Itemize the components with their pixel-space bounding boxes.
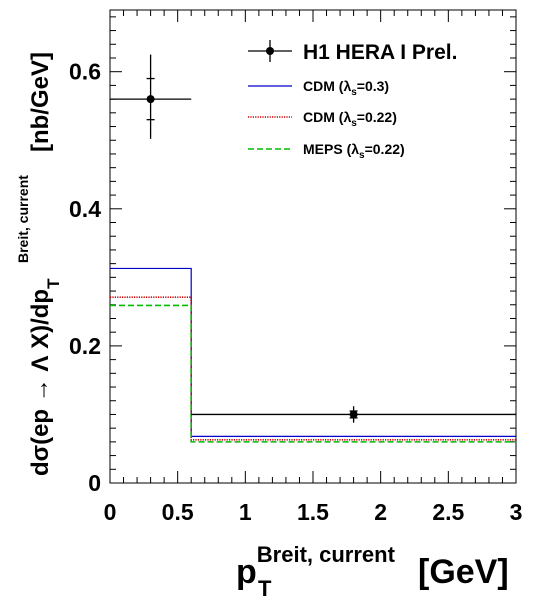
y-axis-title-superscript: Breit, current	[15, 175, 31, 263]
legend-data-marker	[266, 47, 274, 55]
y-tick-label: 0	[88, 470, 101, 496]
legend-label-lambda: λ	[343, 78, 351, 94]
data-marker	[146, 95, 155, 104]
legend-series-label: MEPS (λs=0.22)	[303, 141, 405, 161]
legend-label-prefix: MEPS (	[303, 141, 352, 157]
x-axis-title-unit: [GeV]	[418, 553, 509, 591]
y-axis-title-subscript: T	[44, 278, 63, 289]
y-axis-title-unit: [nb/GeV]	[27, 52, 54, 152]
legend-label-subscript: s	[359, 150, 365, 161]
x-axis-title-base: p	[236, 553, 257, 591]
legend-label-suffix: =0.22)	[365, 141, 405, 157]
legend-series-label: CDM (λs=0.22)	[303, 109, 397, 129]
x-tick-label: 1	[239, 499, 252, 525]
model-histogram-line	[110, 304, 516, 443]
legend-label-lambda: λ	[351, 141, 359, 157]
data-point	[110, 54, 192, 139]
legend-label-subscript: s	[351, 87, 357, 98]
x-tick-label: 0	[104, 499, 117, 525]
legend-label-prefix: CDM (	[303, 109, 344, 125]
legend-label-suffix: =0.3)	[357, 78, 389, 94]
y-tick-label: 0.4	[69, 196, 101, 222]
data-point	[191, 406, 516, 423]
legend-label-lambda: λ	[343, 109, 351, 125]
y-tick-label: 0.6	[69, 59, 101, 85]
legend-series-label: CDM (λs=0.3)	[303, 78, 389, 98]
y-axis-title-main: dσ(ep → Λ X)/dp	[27, 289, 54, 476]
model-histogram-line	[110, 296, 516, 441]
x-axis-title: pBreit, current T [GeV]	[236, 542, 509, 601]
legend-label-subscript: s	[351, 118, 357, 129]
x-axis-title-subscript: T	[258, 576, 272, 601]
x-tick-label: 0.5	[162, 499, 194, 525]
x-axis-title-superscript: Breit, current	[257, 542, 396, 567]
legend-data-label: H1 HERA I Prel.	[303, 41, 457, 64]
y-axis-title: dσ(ep → Λ X)/dpT Breit, current [nb/GeV]	[15, 52, 63, 476]
x-tick-label: 1.5	[297, 499, 329, 525]
x-tick-label: 2	[374, 499, 387, 525]
legend-label-prefix: CDM (	[303, 78, 344, 94]
y-axis-title-group: dσ(ep → Λ X)/dpT Breit, current [nb/GeV]	[15, 52, 63, 476]
legend: H1 HERA I Prel.CDM (λs=0.3)CDM (λs=0.22)…	[248, 40, 457, 161]
x-tick-label: 3	[510, 499, 523, 525]
data-marker	[349, 410, 358, 419]
legend-label-suffix: =0.22)	[357, 109, 397, 125]
y-tick-label: 0.2	[69, 333, 101, 359]
model-histogram-line	[110, 267, 516, 437]
x-tick-label: 2.5	[432, 499, 464, 525]
